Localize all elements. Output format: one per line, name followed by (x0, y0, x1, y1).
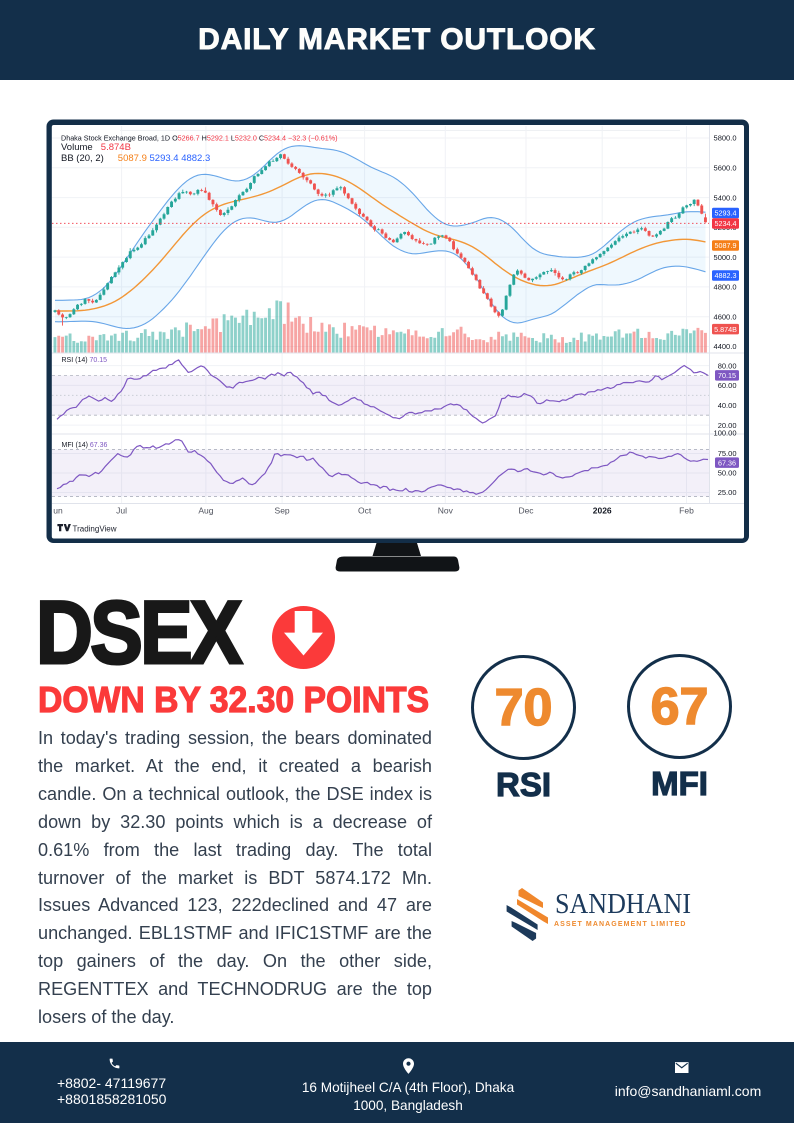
svg-text:4882.3: 4882.3 (715, 271, 737, 280)
svg-text:RSI (14) 70.15: RSI (14) 70.15 (62, 357, 108, 364)
svg-text:un: un (53, 506, 63, 516)
svg-text:TradingView: TradingView (73, 524, 117, 533)
svg-text:100.00: 100.00 (714, 429, 737, 438)
svg-text:5800.0: 5800.0 (714, 134, 737, 143)
svg-text:Dhaka Stock Exchange Broad, 1D: Dhaka Stock Exchange Broad, 1D O5266.7 H… (61, 133, 338, 142)
svg-text:Jul: Jul (116, 506, 127, 516)
svg-text:25.00: 25.00 (718, 488, 737, 497)
svg-text:5400.0: 5400.0 (714, 193, 737, 202)
svg-text:75.00: 75.00 (718, 449, 737, 458)
svg-text:5000.0: 5000.0 (714, 253, 737, 262)
svg-text:2026: 2026 (593, 506, 612, 516)
svg-text:5293.4: 5293.4 (715, 209, 737, 218)
svg-text:80.00: 80.00 (718, 361, 737, 370)
svg-text:40.00: 40.00 (718, 401, 737, 410)
svg-text:67.36: 67.36 (718, 458, 736, 467)
svg-text:5600.0: 5600.0 (714, 164, 737, 173)
svg-text:20.00: 20.00 (718, 421, 737, 430)
svg-text:BB (20, 2) 5087.9 5293.4 4882.: BB (20, 2) 5087.9 5293.4 4882.3 (61, 153, 210, 164)
svg-text:Oct: Oct (358, 506, 372, 516)
svg-text:4600.0: 4600.0 (714, 312, 737, 321)
svg-text:4800.0: 4800.0 (714, 283, 737, 292)
svg-text:Nov: Nov (438, 506, 454, 516)
svg-text:Sep: Sep (275, 506, 290, 516)
svg-text:Dec: Dec (518, 506, 534, 516)
svg-text:60.00: 60.00 (718, 381, 737, 390)
svg-text:5.874B: 5.874B (714, 325, 737, 334)
svg-text:MFI (14) 67.36: MFI (14) 67.36 (62, 442, 108, 449)
svg-text:4400.0: 4400.0 (714, 342, 737, 351)
svg-text:Aug: Aug (198, 506, 213, 516)
svg-text:70.15: 70.15 (718, 371, 736, 380)
svg-text:5234.4: 5234.4 (715, 219, 737, 228)
svg-text:Feb: Feb (679, 506, 694, 516)
svg-text:50.00: 50.00 (718, 469, 737, 478)
svg-text:5087.9: 5087.9 (715, 241, 737, 250)
